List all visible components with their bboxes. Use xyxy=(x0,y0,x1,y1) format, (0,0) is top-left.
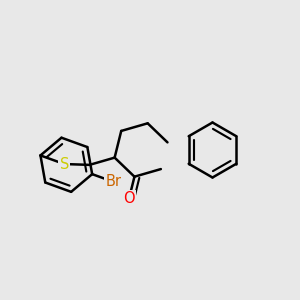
Text: Br: Br xyxy=(105,174,122,189)
Text: S: S xyxy=(60,157,69,172)
Text: O: O xyxy=(123,191,135,206)
